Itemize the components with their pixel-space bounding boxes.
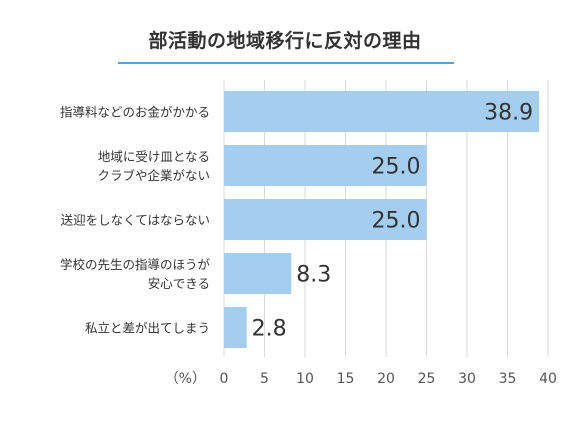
x-tick-label: 30 (458, 371, 476, 387)
x-tick-label: 35 (499, 371, 517, 387)
x-tick-label: 40 (539, 371, 557, 387)
x-tick-label: 20 (377, 371, 395, 387)
bar (224, 91, 540, 132)
x-tick-label: 0 (220, 371, 229, 387)
category-label: 学校の先生の指導のほうが (60, 257, 211, 272)
category-label: 送迎をしなくてはならない (61, 213, 210, 228)
x-tick-label: 10 (296, 371, 314, 387)
chart-title: 部活動の地域移行に反対の理由 (148, 30, 422, 52)
category-label: 指導料などのお金がかかる (60, 105, 210, 120)
data-label: 38.9 (484, 101, 533, 126)
category-label: 私立と差が出てしまう (85, 321, 210, 336)
bar (224, 307, 247, 348)
x-tick-label: 25 (418, 371, 436, 387)
x-axis-unit-label: （%） (165, 371, 206, 387)
category-label: 地域に受け皿となる (98, 149, 210, 164)
data-label: 2.8 (252, 317, 287, 342)
x-tick-label: 5 (260, 371, 269, 387)
bar (224, 145, 427, 186)
title-underline (118, 62, 454, 64)
bar (224, 253, 292, 294)
category-label: クラブや企業がない (97, 168, 210, 183)
bar (224, 199, 427, 240)
data-label: 25.0 (372, 155, 421, 180)
data-label: 8.3 (296, 263, 331, 288)
category-label: 安心できる (148, 276, 210, 291)
x-tick-label: 15 (337, 371, 355, 387)
data-label: 25.0 (372, 209, 421, 234)
